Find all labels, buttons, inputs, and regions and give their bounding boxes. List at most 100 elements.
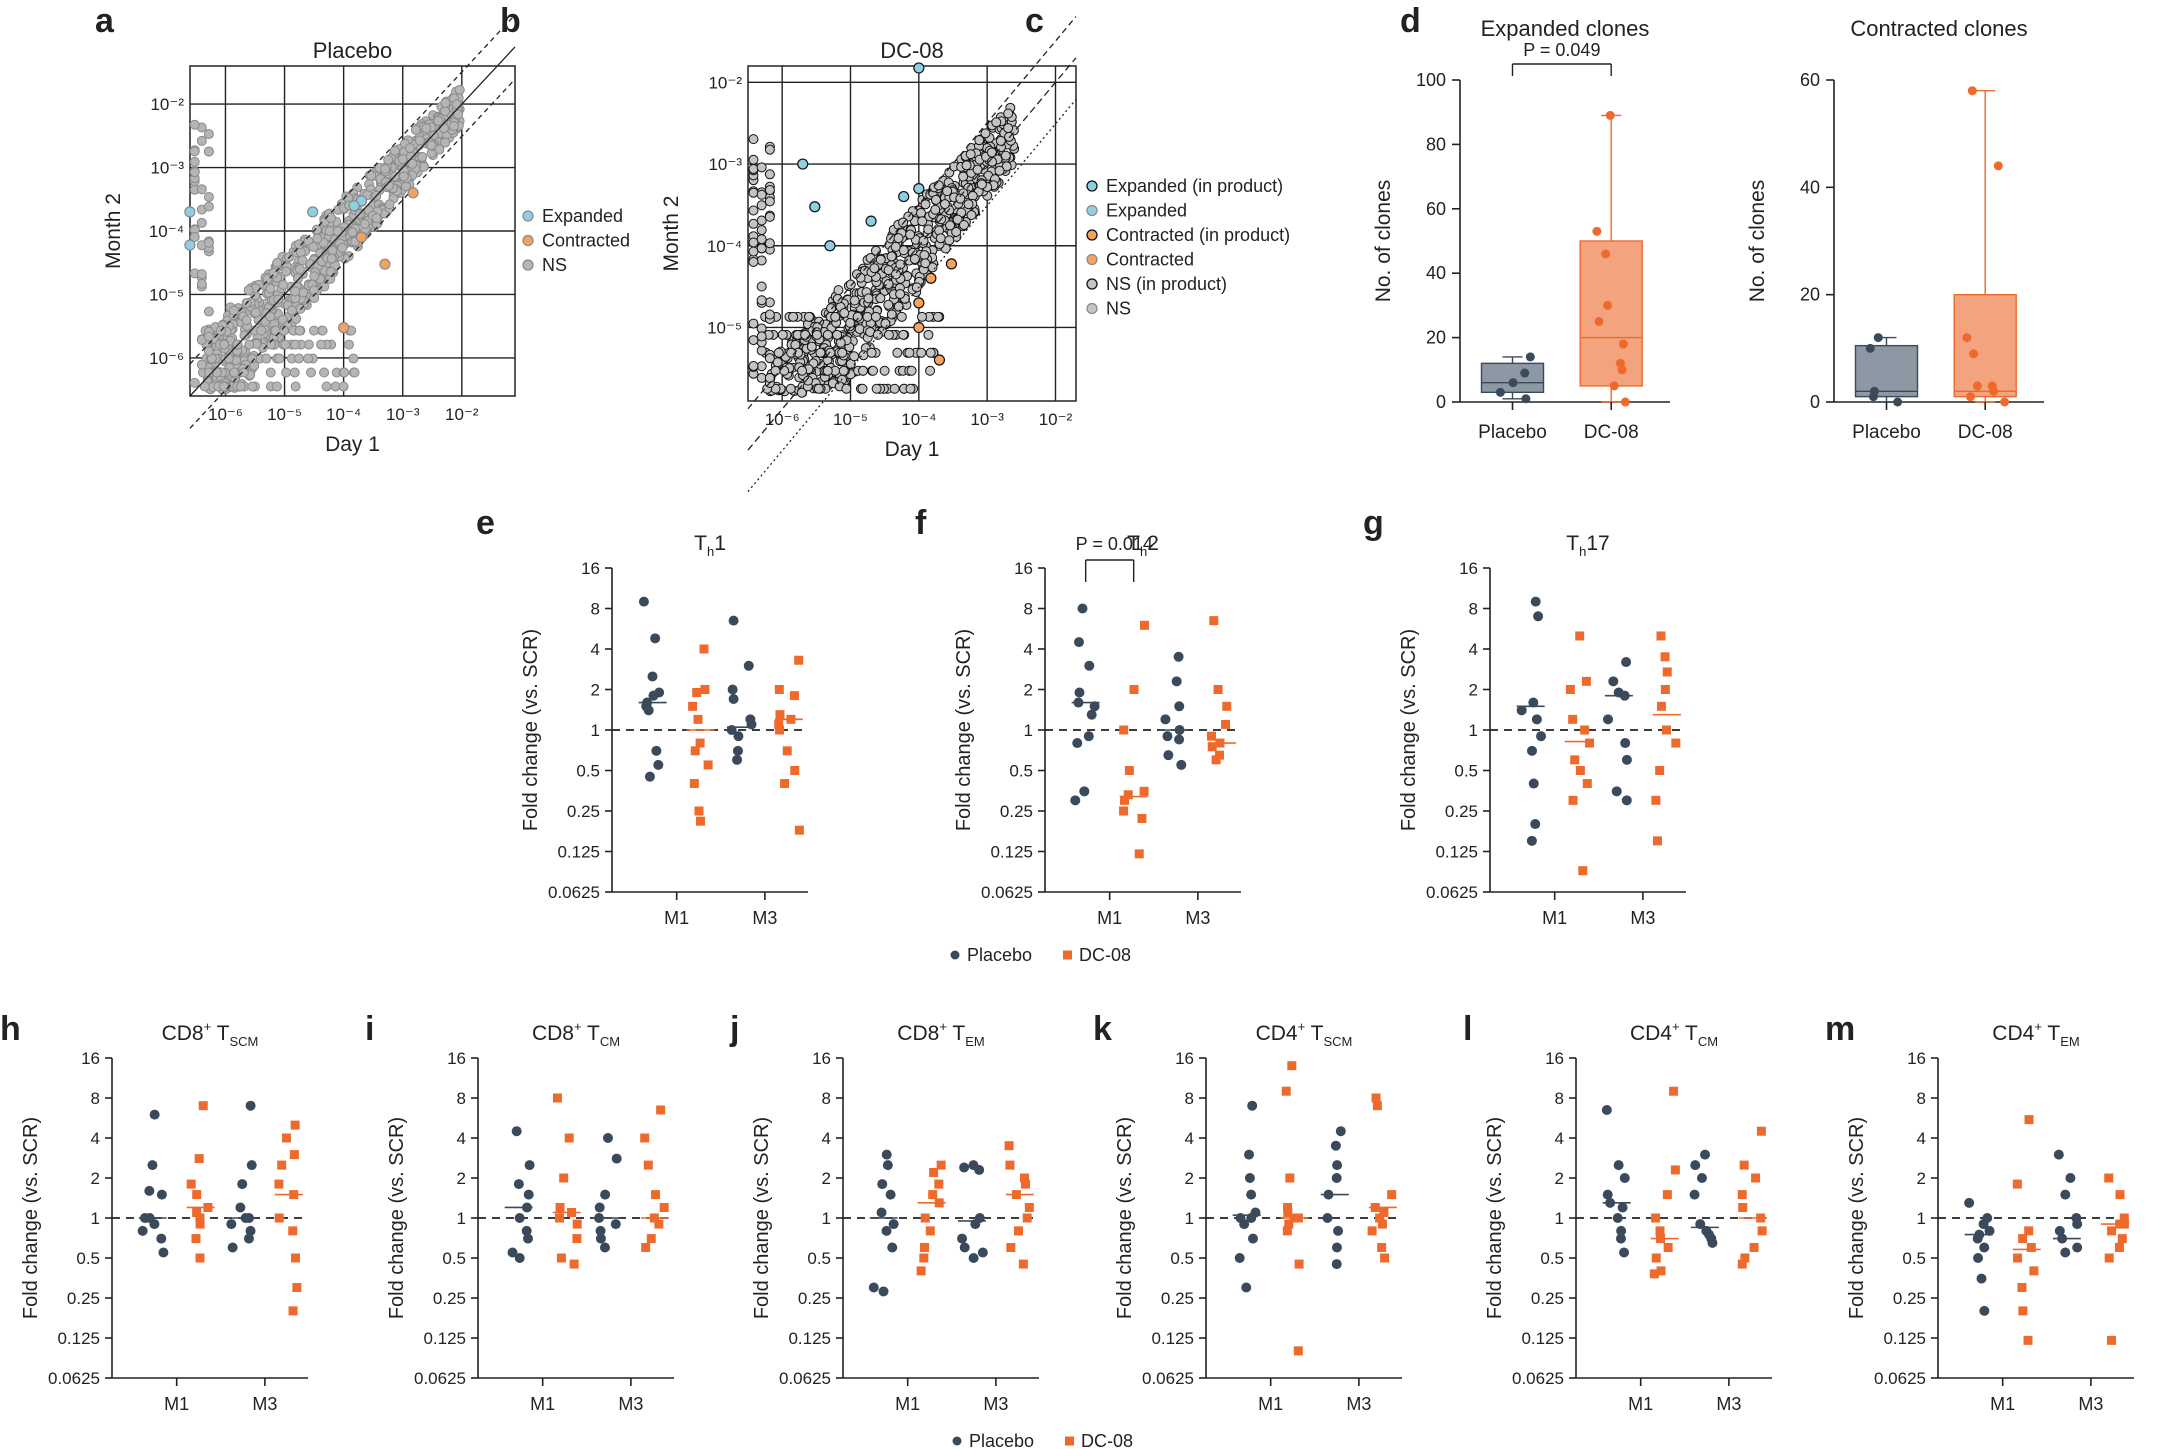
ns-point (404, 143, 415, 154)
dc08-point (782, 746, 792, 756)
title-part: T (947, 1022, 965, 1045)
y-tick-label: 16 (1907, 1049, 1926, 1068)
dc08-point (2018, 1234, 2028, 1244)
ns-point (822, 365, 833, 376)
title-part: h (1140, 544, 1147, 559)
ns-point (905, 383, 916, 394)
placebo-point (1331, 1259, 1342, 1270)
data-point (1893, 397, 1903, 407)
y-tick-label: 0.125 (1435, 843, 1478, 862)
dc08-point (656, 1105, 666, 1115)
y-tick-label: 0.25 (433, 1289, 466, 1308)
y-tick-label: 4 (1555, 1129, 1564, 1148)
ns-point (756, 361, 767, 372)
placebo-point (1612, 1213, 1623, 1223)
y-axis-label: Month 2 (102, 193, 125, 269)
ns-point (228, 305, 239, 316)
ns-point (858, 350, 869, 361)
ns-point (189, 119, 200, 130)
dc08-point (1582, 779, 1592, 789)
ns-point (857, 383, 868, 394)
contracted-point (913, 321, 925, 334)
box (1854, 344, 1919, 398)
placebo-point (644, 771, 655, 782)
placebo-point (235, 1202, 246, 1213)
title-part: T (2042, 1022, 2060, 1045)
ns-point (906, 365, 917, 376)
legend-label-dc08: DC-08 (1081, 1431, 1133, 1449)
ns-point (920, 199, 931, 210)
dc08-point (1387, 1190, 1397, 1200)
ns-point (417, 151, 428, 162)
dc08-point (292, 1282, 302, 1292)
dc08-point (1568, 795, 1578, 805)
dc08-point (2024, 1115, 2034, 1125)
y-tick-label: 1 (1185, 1209, 1194, 1228)
dc08-point (780, 779, 790, 789)
ns-point (822, 329, 833, 340)
data-point (1594, 317, 1604, 326)
dc08-point (920, 1213, 930, 1223)
dc08-point (1737, 1190, 1747, 1200)
dc08-point (1209, 616, 1219, 626)
data-point (1605, 110, 1615, 120)
dc08-point (1024, 1202, 1034, 1212)
dc08-point (1738, 1202, 1748, 1212)
ns-point (777, 329, 788, 340)
chart-title: CD4+ TCM (1630, 1019, 1718, 1049)
panel-letter-b: b (500, 2, 521, 40)
dc08-point (1649, 1269, 1659, 1279)
x-tick-label: M1 (1628, 1394, 1653, 1414)
placebo-point (599, 1242, 610, 1253)
placebo-point (1171, 676, 1182, 687)
placebo-point (243, 1233, 254, 1244)
dc08-point (1660, 652, 1670, 662)
placebo-point (1086, 709, 1097, 720)
dc08-point (774, 685, 784, 694)
ns-point (773, 347, 784, 358)
ns-point (867, 365, 878, 376)
legend-marker (1086, 204, 1098, 217)
ns-point (879, 365, 890, 376)
title-part: CD8 (897, 1022, 939, 1045)
dc08-point (928, 1190, 938, 1200)
placebo-point (1070, 795, 1081, 806)
ns-point (203, 306, 214, 317)
dc08-point (1287, 1061, 1297, 1071)
legend-marker-placebo (952, 1436, 962, 1446)
ns-point (764, 211, 775, 222)
ns-point (812, 329, 823, 340)
y-tick-label: 8 (1469, 600, 1478, 619)
y-tick-label: 8 (1024, 600, 1033, 619)
placebo-point (732, 745, 743, 756)
dc08-point (289, 1150, 299, 1160)
ns-point (229, 367, 240, 378)
y-tick-label: 2 (591, 681, 600, 700)
y-tick-label: 60 (1426, 199, 1446, 219)
box (1579, 240, 1643, 387)
ns-point (384, 199, 395, 210)
title-part: T (582, 1022, 600, 1045)
dc08-point (1221, 719, 1231, 729)
ns-point (250, 307, 261, 318)
contracted-point (913, 297, 925, 309)
y-tick-label: 16 (1459, 559, 1478, 578)
y-tick-label: 10⁻⁵ (707, 318, 742, 337)
dc08-point (1737, 1259, 1747, 1269)
placebo-point (507, 1247, 518, 1258)
y-axis-label: Fold change (vs. SCR) (386, 1117, 408, 1319)
placebo-point (1246, 1189, 1257, 1200)
ns-point (911, 282, 922, 293)
panel-l: 0.0625 0.125 0.25 0.5 1 2 4 8 16 M1 M3 Fold change … (1484, 1019, 1772, 1414)
dc08-point (692, 687, 702, 697)
y-tick-label: 10⁻⁴ (707, 237, 742, 256)
ns-point (925, 347, 936, 358)
ns-point (764, 372, 775, 383)
ns-point (748, 361, 759, 372)
y-tick-label: 16 (447, 1049, 466, 1068)
ns-point (306, 367, 317, 378)
expanded-point (348, 200, 360, 212)
ns-point (961, 160, 972, 171)
placebo-point (1613, 1160, 1624, 1171)
dc08-point (572, 1219, 582, 1229)
